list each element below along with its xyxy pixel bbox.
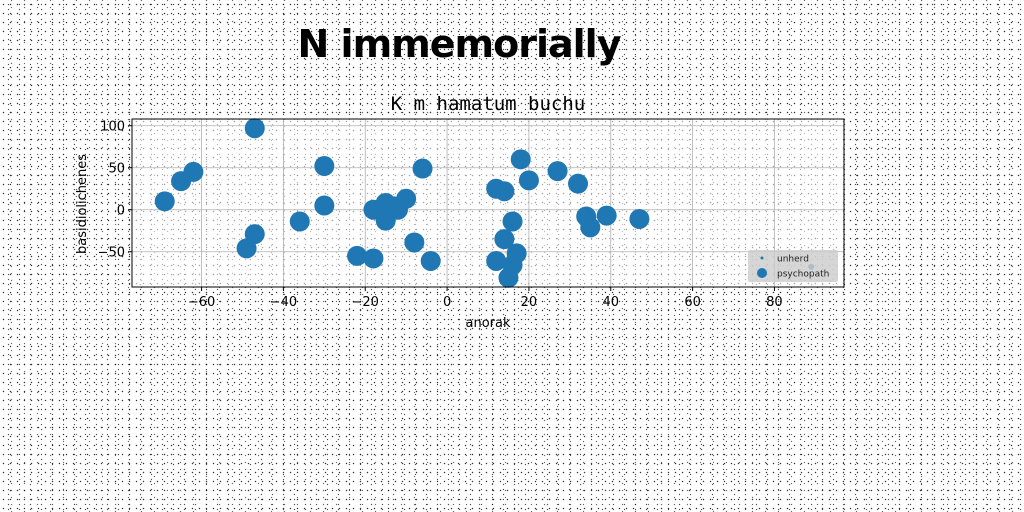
data-points xyxy=(154,118,815,288)
scatter-point-psychopath xyxy=(547,161,568,182)
scatter-point-psychopath xyxy=(347,245,368,266)
scatter-point-psychopath xyxy=(314,156,335,177)
scatter-point-psychopath xyxy=(506,243,527,264)
y-tick-label: 50 xyxy=(108,162,125,177)
scatter-point-psychopath xyxy=(494,229,515,250)
scatter-point-psychopath xyxy=(420,250,441,271)
x-tick-label: 40 xyxy=(602,295,619,310)
scatter-point-psychopath xyxy=(629,208,650,229)
figure-suptitle: N immemorially xyxy=(297,22,622,66)
legend-marker-psychopath xyxy=(757,268,767,278)
y-tick-label: 100 xyxy=(100,120,125,135)
x-tick-label: −40 xyxy=(270,295,297,310)
legend-label-psychopath: psychopath xyxy=(777,270,829,280)
scatter-point-psychopath xyxy=(154,191,175,212)
scatter-point-psychopath xyxy=(494,181,515,202)
scatter-point-psychopath xyxy=(580,217,601,238)
y-tick-label: 0 xyxy=(117,204,125,219)
scatter-point-psychopath xyxy=(396,188,417,209)
y-tick-label: −50 xyxy=(98,246,125,261)
scatter-point-psychopath xyxy=(183,161,204,182)
scatter-point-psychopath xyxy=(244,224,265,245)
axis-ticks: −60 −40 −20 0 20 40 60 80 −50 0 50 100 xyxy=(98,120,783,310)
scatter-point-psychopath xyxy=(363,248,384,269)
scatter-point-psychopath xyxy=(404,232,425,253)
legend-marker-unherd xyxy=(760,256,764,260)
x-tick-label: 60 xyxy=(684,295,701,310)
x-tick-label: −60 xyxy=(188,295,215,310)
y-axis-label: basidiolichenes xyxy=(75,154,90,254)
scatter-point-psychopath xyxy=(518,170,539,191)
scatter-point-psychopath xyxy=(244,118,265,139)
scatter-point-psychopath xyxy=(502,211,523,232)
x-tick-label: 0 xyxy=(443,295,451,310)
scatter-point-psychopath xyxy=(596,205,617,226)
legend-box xyxy=(748,250,838,282)
scatter-point-psychopath xyxy=(289,211,310,232)
x-tick-label: 20 xyxy=(521,295,538,310)
x-tick-label: −20 xyxy=(352,295,379,310)
scatter-point-psychopath xyxy=(486,250,507,271)
scatter-point-psychopath xyxy=(568,173,589,194)
scatter-point-psychopath xyxy=(314,195,335,216)
chart-title: K m hamatum buchu xyxy=(391,93,585,115)
plot-frame xyxy=(131,118,845,288)
scatter-point-psychopath xyxy=(412,158,433,179)
legend-label-unherd: unherd xyxy=(777,255,809,265)
legend: unherd psychopath xyxy=(748,250,838,282)
x-tick-label: 80 xyxy=(766,295,783,310)
x-axis-label: anorak xyxy=(466,316,511,331)
scatter-point-psychopath xyxy=(510,149,531,170)
